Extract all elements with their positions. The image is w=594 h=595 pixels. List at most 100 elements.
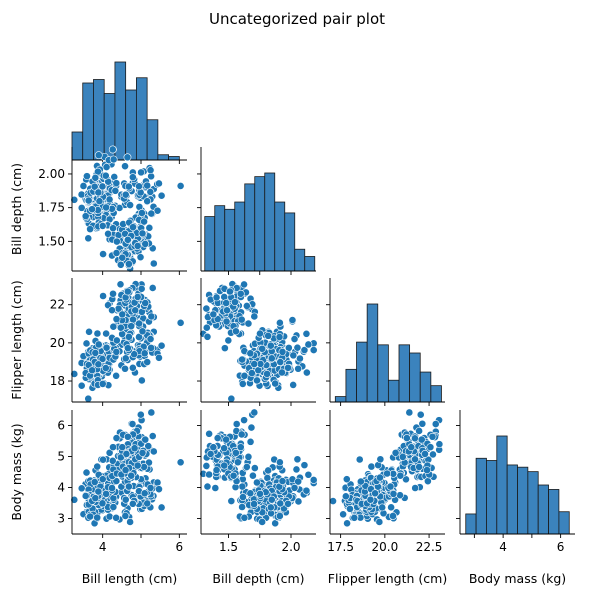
scatter-point xyxy=(112,315,121,324)
x-tick-label: 4 xyxy=(499,540,507,554)
scatter-point xyxy=(209,310,218,319)
histogram-bar xyxy=(264,172,276,272)
scatter-point xyxy=(81,212,90,221)
scatter-point xyxy=(70,195,79,204)
histogram-bar xyxy=(82,82,94,161)
scatter-point xyxy=(176,318,185,327)
scatter-point xyxy=(366,495,375,504)
scatter-point xyxy=(224,336,233,345)
scatter-point xyxy=(371,489,380,498)
scatter-point xyxy=(376,455,385,464)
scatter-point xyxy=(205,470,213,479)
scatter-point xyxy=(99,455,107,464)
scatter-point xyxy=(247,369,256,377)
scatter-point xyxy=(343,519,351,528)
scatter-point xyxy=(238,503,246,511)
scatter-point xyxy=(129,223,137,232)
scatter-point xyxy=(300,346,309,354)
scatter-point xyxy=(143,197,152,206)
scatter-point xyxy=(250,408,259,417)
scatter-point xyxy=(147,408,156,417)
scatter-point xyxy=(109,503,118,511)
scatter-point xyxy=(396,471,405,480)
scatter-point xyxy=(118,443,127,452)
histogram-bar xyxy=(214,205,226,272)
scatter-point xyxy=(138,448,147,457)
scatter-point xyxy=(138,327,147,336)
scatter-point xyxy=(124,182,133,191)
scatter-point xyxy=(429,450,437,459)
scatter-point xyxy=(101,364,110,372)
scatter-point xyxy=(149,447,158,456)
scatter-point xyxy=(416,410,425,419)
scatter-point xyxy=(242,301,251,310)
scatter-point xyxy=(293,455,302,464)
scatter-point xyxy=(135,333,143,341)
scatter-point xyxy=(104,229,112,238)
scatter-point xyxy=(292,465,301,474)
scatter-point xyxy=(229,471,238,480)
scatter-point xyxy=(213,434,222,442)
scatter-point xyxy=(233,458,242,467)
scatter-point xyxy=(220,444,229,453)
scatter-point xyxy=(278,347,287,356)
scatter-point xyxy=(275,458,284,467)
scatter-point xyxy=(108,484,116,492)
scatter-point xyxy=(405,408,414,417)
plot-layer: 1.50 1.75 2.00 18 20 22 4 6 3 4 5 6 1.5 2.0 17.5 20.0 22… xyxy=(9,61,575,586)
scatter-point xyxy=(212,293,221,302)
scatter-point xyxy=(126,518,134,526)
scatter-point xyxy=(93,329,102,338)
scatter-point xyxy=(79,182,88,190)
scatter-point xyxy=(220,344,229,353)
scatter-point xyxy=(231,298,239,307)
scatter-point xyxy=(294,364,303,373)
scatter-point xyxy=(118,310,127,319)
scatter-point xyxy=(91,349,100,357)
scatter-point xyxy=(116,280,125,289)
scatter-point xyxy=(247,423,256,432)
scatter-point xyxy=(105,195,114,204)
scatter-point xyxy=(240,513,249,522)
scatter-point xyxy=(140,349,149,358)
scatter-point xyxy=(275,318,284,327)
y-tick-label: 4 xyxy=(57,481,65,495)
scatter-point xyxy=(95,197,104,206)
scatter-point xyxy=(133,461,142,470)
scatter-point xyxy=(147,209,156,218)
scatter-point xyxy=(250,464,259,472)
x-tick-label: 22.5 xyxy=(416,540,443,554)
scatter-point xyxy=(98,475,107,484)
histogram-bar xyxy=(366,303,379,403)
scatter-point xyxy=(123,235,132,244)
histogram-bar xyxy=(157,154,170,161)
scatter-point xyxy=(275,333,284,341)
scatter-point xyxy=(147,343,156,352)
scatter-point xyxy=(140,463,148,471)
y-axis-label: Flipper length (cm) xyxy=(9,280,24,399)
scatter-point xyxy=(232,448,240,457)
y-tick-label: 2.00 xyxy=(38,167,65,181)
y-tick-label: 18 xyxy=(50,374,65,388)
histogram-bar xyxy=(345,368,357,403)
scatter-point xyxy=(246,489,255,498)
scatter-point xyxy=(428,432,437,441)
scatter-point xyxy=(84,394,93,403)
scatter-point xyxy=(133,242,142,250)
histogram-bar xyxy=(496,435,508,535)
scatter-point xyxy=(86,225,95,234)
scatter-point xyxy=(101,171,110,180)
scatter-point xyxy=(240,416,248,425)
x-axis-label: Flipper length (cm) xyxy=(328,571,447,586)
scatter-point xyxy=(102,163,111,171)
scatter-point xyxy=(157,191,166,200)
scatter-point xyxy=(155,485,163,494)
scatter-point xyxy=(302,329,311,338)
scatter-point xyxy=(109,289,117,298)
scatter-point xyxy=(133,293,142,301)
scatter-point xyxy=(136,410,145,419)
scatter-point xyxy=(341,492,350,501)
histogram-bar xyxy=(135,77,148,161)
scatter-point xyxy=(127,471,136,480)
